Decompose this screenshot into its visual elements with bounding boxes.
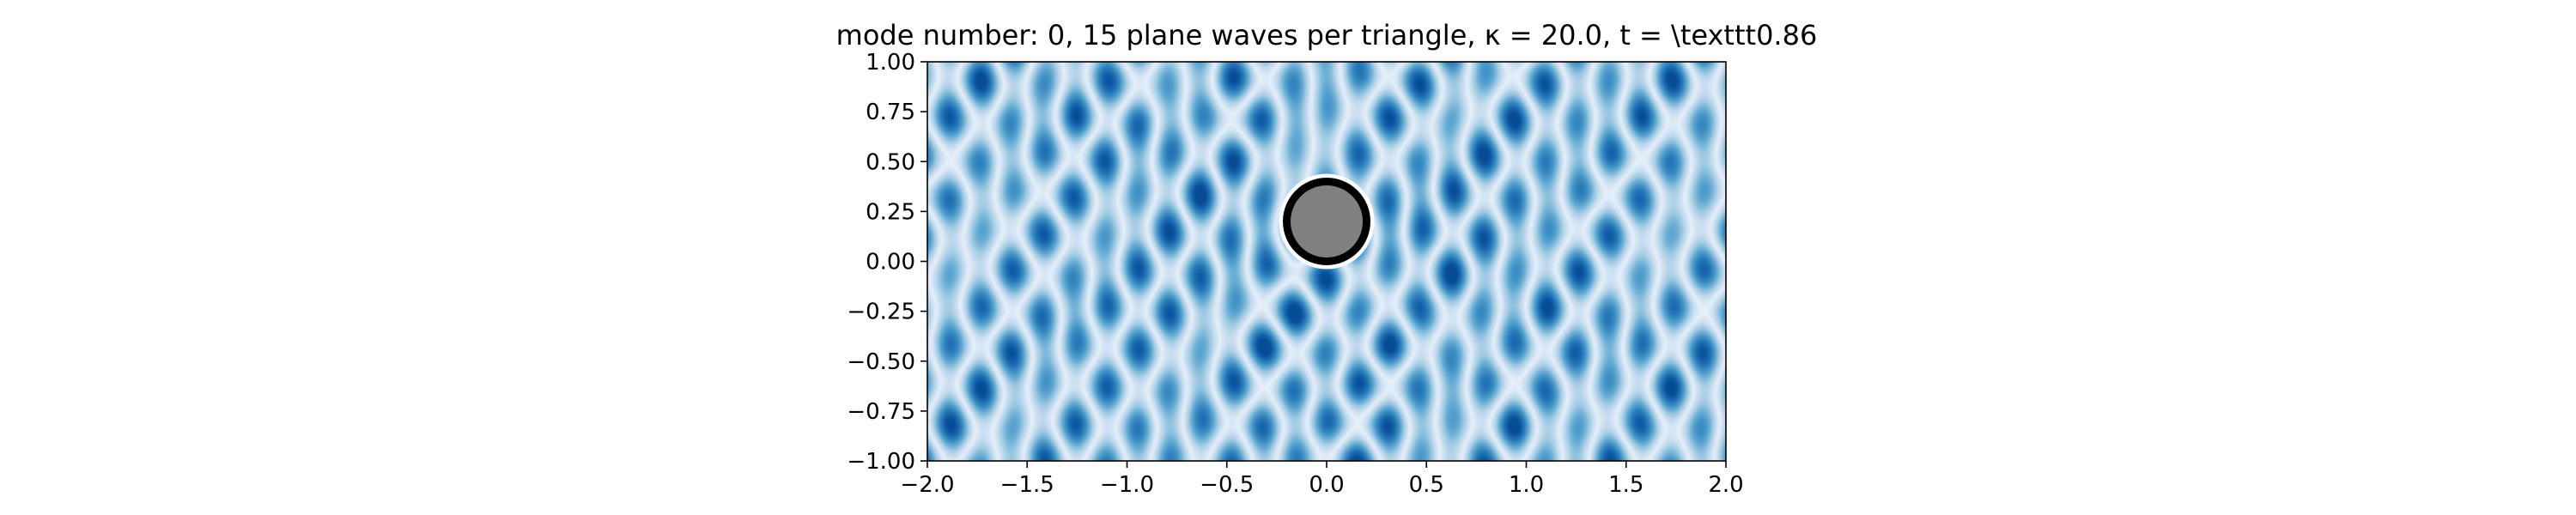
obstacle-halo xyxy=(1279,173,1375,270)
x-tick-label: 1.0 xyxy=(1509,472,1544,498)
x-axis: −2.0 −1.5 −1.0 −0.5 0.0 0.5 1.0 1.5 2.0 xyxy=(900,461,1744,498)
y-tick-label: −0.25 xyxy=(847,300,915,325)
x-tick-label: 0.5 xyxy=(1409,472,1444,498)
x-tick-label: 2.0 xyxy=(1708,472,1743,498)
plot-area xyxy=(927,61,1727,462)
y-tick-label: −0.50 xyxy=(847,349,915,375)
y-tick-label: −1.00 xyxy=(847,449,915,475)
x-tick-label: −1.5 xyxy=(1000,472,1054,498)
x-tick-label: −0.5 xyxy=(1200,472,1254,498)
x-tick-label: −2.0 xyxy=(900,472,954,498)
y-tick-label: 0.50 xyxy=(866,149,915,175)
circular-obstacle xyxy=(1283,178,1370,265)
y-tick-label: −0.75 xyxy=(847,399,915,425)
y-axis: 1.00 0.75 0.50 0.25 0.00 −0.25 −0.50 −0.75 −1.00 xyxy=(847,50,927,475)
y-tick-label: 0.00 xyxy=(866,250,915,276)
y-tick-label: 1.00 xyxy=(866,50,915,76)
obstacle-group xyxy=(1279,173,1375,270)
chart-title: mode number: 0, 15 plane waves per trian… xyxy=(836,19,1818,52)
y-tick-label: 0.25 xyxy=(866,199,915,225)
x-tick-label: 1.5 xyxy=(1608,472,1643,498)
y-tick-label: 0.75 xyxy=(866,100,915,125)
x-tick-label: −1.0 xyxy=(1100,472,1154,498)
x-tick-label: 0.0 xyxy=(1309,472,1344,498)
